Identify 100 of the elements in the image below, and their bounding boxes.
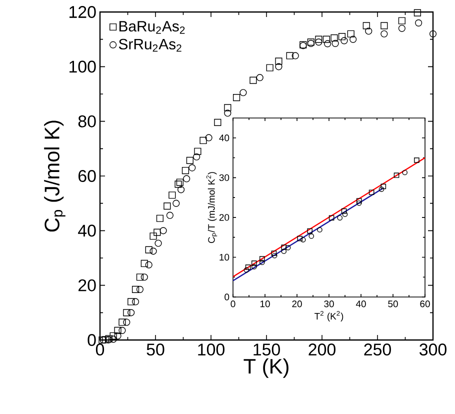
point <box>356 200 362 206</box>
point <box>172 200 180 207</box>
point <box>307 228 312 234</box>
point <box>259 260 265 266</box>
point <box>145 246 152 254</box>
point <box>205 134 212 142</box>
point <box>286 52 294 60</box>
x-tick-label: 300 <box>420 344 446 356</box>
point <box>186 156 194 164</box>
point <box>380 22 388 30</box>
point <box>378 186 384 192</box>
x-tick-label: 0 <box>230 300 236 308</box>
point <box>183 175 190 182</box>
point <box>114 326 122 334</box>
point <box>145 261 152 268</box>
point <box>114 332 122 340</box>
point <box>356 198 362 204</box>
point <box>415 19 422 26</box>
x-tick-label: 0 <box>96 344 104 356</box>
point <box>328 215 334 220</box>
point <box>244 267 250 273</box>
point <box>350 36 357 43</box>
x-tick-label: 30 <box>324 300 334 308</box>
point <box>224 110 232 117</box>
y-tick-label: 100 <box>70 60 96 73</box>
point <box>150 232 157 240</box>
point <box>297 236 303 242</box>
point <box>342 212 348 217</box>
x-tick-label: 150 <box>254 344 280 356</box>
point <box>150 248 157 255</box>
point <box>166 212 174 219</box>
point <box>176 178 184 186</box>
x-tick-label: 200 <box>308 344 336 356</box>
y-tick-label: 40 <box>78 224 96 237</box>
point <box>232 94 240 102</box>
point <box>102 336 110 344</box>
point <box>251 264 257 270</box>
y-tick-label: 30 <box>219 174 230 182</box>
point <box>132 298 140 306</box>
point <box>168 192 176 199</box>
legend-label: BaRu$_{2}$As$_{2}$ <box>119 21 185 34</box>
point <box>245 264 251 270</box>
point <box>132 286 140 293</box>
point <box>414 9 422 16</box>
point <box>128 298 135 306</box>
x-axis-title: T (K) <box>244 358 288 378</box>
point <box>281 248 287 254</box>
point <box>156 214 164 222</box>
x-tick-label: 40 <box>356 300 366 308</box>
point <box>398 24 406 32</box>
point <box>365 28 372 35</box>
point <box>224 104 232 112</box>
point <box>193 153 200 160</box>
point <box>281 244 287 250</box>
point <box>256 74 264 82</box>
point <box>164 202 171 210</box>
x-tick-label: 60 <box>420 300 430 308</box>
point <box>136 286 144 293</box>
point <box>240 89 247 96</box>
point <box>414 158 420 163</box>
point <box>380 184 386 190</box>
y-axis-title: C$_{p}$ (J/mol K) <box>44 120 66 232</box>
point <box>292 52 299 60</box>
point <box>275 58 282 65</box>
point <box>182 166 190 174</box>
point <box>177 186 185 194</box>
y-tick-label: 20 <box>219 214 230 221</box>
point <box>347 30 354 38</box>
point <box>402 170 408 176</box>
y-tick-label: 10 <box>220 254 230 261</box>
point <box>194 148 202 155</box>
y-tick-label: 20 <box>78 279 96 292</box>
point <box>123 318 130 326</box>
point <box>332 40 339 47</box>
point <box>308 233 314 239</box>
point <box>341 208 347 214</box>
point <box>128 309 135 316</box>
y-tick-label: 0 <box>88 334 96 346</box>
point <box>136 274 144 281</box>
point <box>429 30 437 38</box>
y-axis-title: C$_{p}$/T (mJ/mol K$^{2}$) <box>206 172 218 244</box>
point <box>250 76 257 84</box>
y-tick-label: 40 <box>219 134 230 142</box>
x-tick-label: 20 <box>292 300 302 308</box>
point <box>285 245 291 250</box>
x-tick-label: 50 <box>146 344 164 356</box>
point <box>272 252 278 258</box>
point <box>380 30 388 38</box>
point <box>140 260 148 268</box>
point <box>398 17 406 24</box>
x-tick-label: 10 <box>260 300 270 308</box>
point <box>123 309 130 316</box>
point <box>275 63 282 70</box>
point <box>266 64 274 72</box>
point <box>259 256 265 262</box>
point <box>337 215 343 220</box>
point <box>174 180 182 188</box>
point <box>118 326 126 334</box>
point <box>317 227 322 232</box>
point <box>214 118 222 126</box>
